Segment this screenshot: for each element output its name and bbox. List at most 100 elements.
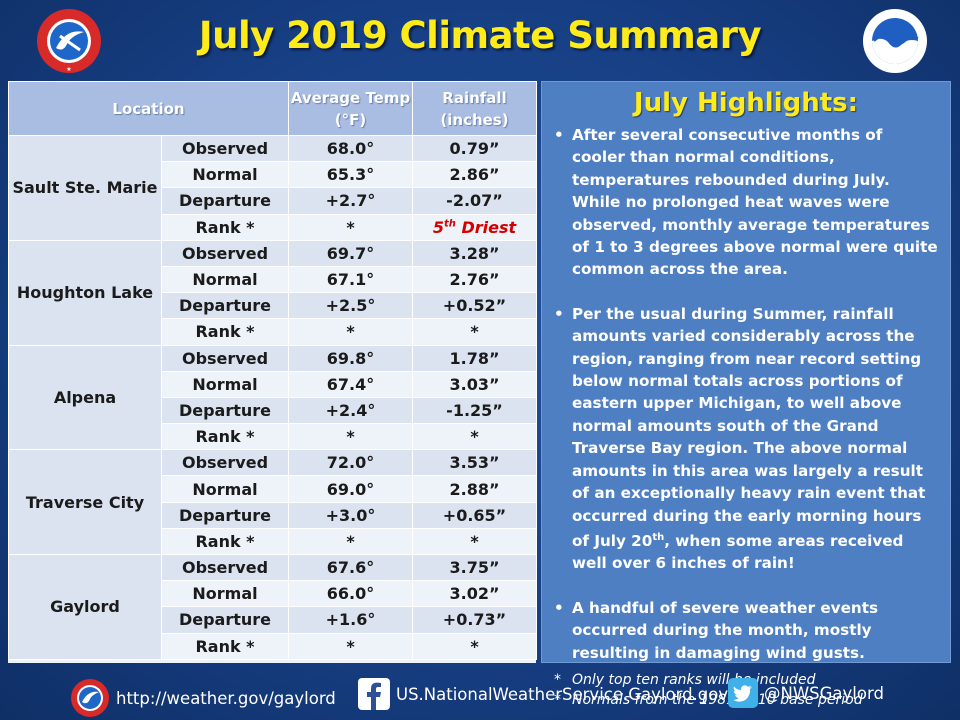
- climate-table: Location Average Temp (°F) Rainfall (inc…: [8, 81, 537, 663]
- footnote: * Normals from the 1981-2010 base period: [552, 690, 940, 710]
- twitter-text: @NWSGaylord: [764, 683, 884, 703]
- location-cell: Gaylord: [8, 554, 162, 660]
- rain-cell: +0.73”: [412, 606, 537, 634]
- temp-cell: 72.0°: [288, 449, 413, 477]
- row-label-cell: Rank *: [161, 527, 289, 556]
- asterisk-icon: *: [554, 692, 561, 708]
- table-row: Traverse City Observed 72.0° 3.53”: [8, 449, 537, 555]
- temp-cell: 66.0°: [288, 580, 413, 608]
- rain-cell: 0.79”: [412, 134, 537, 163]
- row-label-cell: Observed: [161, 239, 289, 267]
- rain-cell: *: [412, 527, 537, 556]
- nws-logo-icon: [71, 679, 109, 717]
- rain-cell: 3.03”: [412, 370, 537, 398]
- highlight-bullet: A handful of severe weather events occur…: [552, 597, 940, 664]
- rain-cell: 2.88”: [412, 475, 537, 503]
- temp-cell: *: [288, 632, 413, 660]
- header-average-temp: Average Temp (°F): [288, 81, 413, 136]
- table-row: Departure +2.4° -1.25”: [9, 396, 537, 425]
- rain-cell: *: [412, 632, 537, 660]
- row-label-cell: Rank *: [161, 423, 289, 451]
- location-cell: Sault Ste. Marie: [8, 135, 162, 241]
- row-label-cell: Departure: [161, 187, 289, 215]
- highlight-bullet: After several consecutive months of cool…: [552, 124, 940, 281]
- temp-cell: +1.6°: [288, 606, 413, 634]
- location-cell: Houghton Lake: [8, 239, 162, 346]
- row-label-cell: Rank *: [161, 213, 289, 241]
- rain-cell: 2.76”: [412, 265, 537, 294]
- highlights-list: After several consecutive months of cool…: [552, 124, 940, 664]
- rain-cell: 1.78”: [412, 344, 537, 372]
- rain-cell: +0.65”: [412, 501, 537, 529]
- website-link[interactable]: http://weather.gov/gaylord: [70, 678, 336, 718]
- twitter-link[interactable]: @NWSGaylord: [728, 678, 884, 708]
- temp-cell: *: [288, 213, 413, 241]
- table-row: Rank * * *: [9, 632, 537, 660]
- temp-cell: 67.1°: [288, 265, 413, 294]
- rain-cell: 3.75”: [412, 553, 537, 582]
- row-label-cell: Normal: [161, 265, 289, 294]
- temp-cell: +2.5°: [288, 292, 413, 320]
- row-label-cell: Departure: [161, 606, 289, 634]
- highlights-panel: July Highlights: After several consecuti…: [541, 81, 951, 708]
- rain-cell: *: [412, 318, 537, 346]
- page-title: July 2019 Climate Summary: [198, 14, 762, 57]
- temp-cell: +3.0°: [288, 501, 413, 529]
- table-row: Gaylord Observed 67.6° 3.75”: [8, 553, 537, 660]
- temp-cell: +2.4°: [288, 396, 413, 425]
- row-label-cell: Rank *: [161, 632, 289, 660]
- temp-cell: 67.6°: [288, 553, 413, 582]
- temp-cell: 65.3°: [288, 161, 413, 189]
- highlight-bullet: Per the usual during Summer, rainfall am…: [552, 303, 940, 575]
- rain-cell: -1.25”: [412, 396, 537, 425]
- row-label-cell: Departure: [161, 292, 289, 320]
- temp-cell: 69.7°: [288, 239, 413, 267]
- footnote-text: Normals from the 1981-2010 base period: [572, 692, 863, 708]
- facebook-link[interactable]: US.NationalWeatherService.Gaylord.gov: [358, 678, 728, 710]
- table-row: Sault Ste. Marie Observed 68.0° 0.79”: [8, 134, 537, 241]
- rank-highlight: 5th Driest: [432, 217, 517, 237]
- row-label-cell: Normal: [161, 370, 289, 398]
- row-label-cell: Observed: [161, 553, 289, 582]
- table-row: Rank * * *: [9, 318, 537, 346]
- table-row: Departure +3.0° +0.65”: [9, 501, 537, 529]
- rain-cell: 5th Driest: [412, 213, 537, 241]
- rain-cell: *: [412, 423, 537, 451]
- rain-cell: +0.52”: [412, 292, 537, 320]
- header-location: Location: [8, 81, 289, 136]
- row-label-cell: Normal: [161, 475, 289, 503]
- row-label-cell: Observed: [161, 344, 289, 372]
- rain-cell: -2.07”: [412, 187, 537, 215]
- footer: http://weather.gov/gaylord US.NationalWe…: [0, 672, 960, 718]
- temp-cell: 68.0°: [288, 134, 413, 163]
- table-row: Normal 69.0° 2.88”: [9, 475, 537, 503]
- row-label-cell: Departure: [161, 501, 289, 529]
- row-label-cell: Observed: [161, 449, 289, 477]
- highlights-title: July Highlights:: [633, 88, 859, 118]
- row-label-cell: Observed: [161, 134, 289, 163]
- svg-text:★: ★: [66, 66, 71, 73]
- row-label-cell: Normal: [161, 580, 289, 608]
- temp-cell: 67.4°: [288, 370, 413, 398]
- table-row: Rank * * 5th Driest: [9, 213, 537, 241]
- location-cell: Traverse City: [8, 449, 162, 555]
- header-rainfall: Rainfall (inches): [412, 81, 537, 136]
- row-label-cell: Departure: [161, 396, 289, 425]
- table-row: Alpena Observed 69.8° 1.78”: [8, 344, 537, 451]
- table-row: Departure +1.6° +0.73”: [9, 606, 537, 634]
- noaa-logo-icon: [863, 9, 927, 73]
- rain-cell: 2.86”: [412, 161, 537, 189]
- temp-cell: 69.0°: [288, 475, 413, 503]
- temp-cell: *: [288, 318, 413, 346]
- nws-logo-icon: ★: [37, 9, 101, 73]
- table-row: Departure +2.7° -2.07”: [9, 187, 537, 215]
- facebook-icon: [358, 678, 390, 710]
- rain-cell: 3.02”: [412, 580, 537, 608]
- table-row: Normal 65.3° 2.86”: [9, 161, 537, 189]
- temp-cell: +2.7°: [288, 187, 413, 215]
- temp-cell: 69.8°: [288, 344, 413, 372]
- temp-cell: *: [288, 527, 413, 556]
- rain-cell: 3.53”: [412, 449, 537, 477]
- table-row: Normal 67.1° 2.76”: [9, 265, 537, 294]
- rain-cell: 3.28”: [412, 239, 537, 267]
